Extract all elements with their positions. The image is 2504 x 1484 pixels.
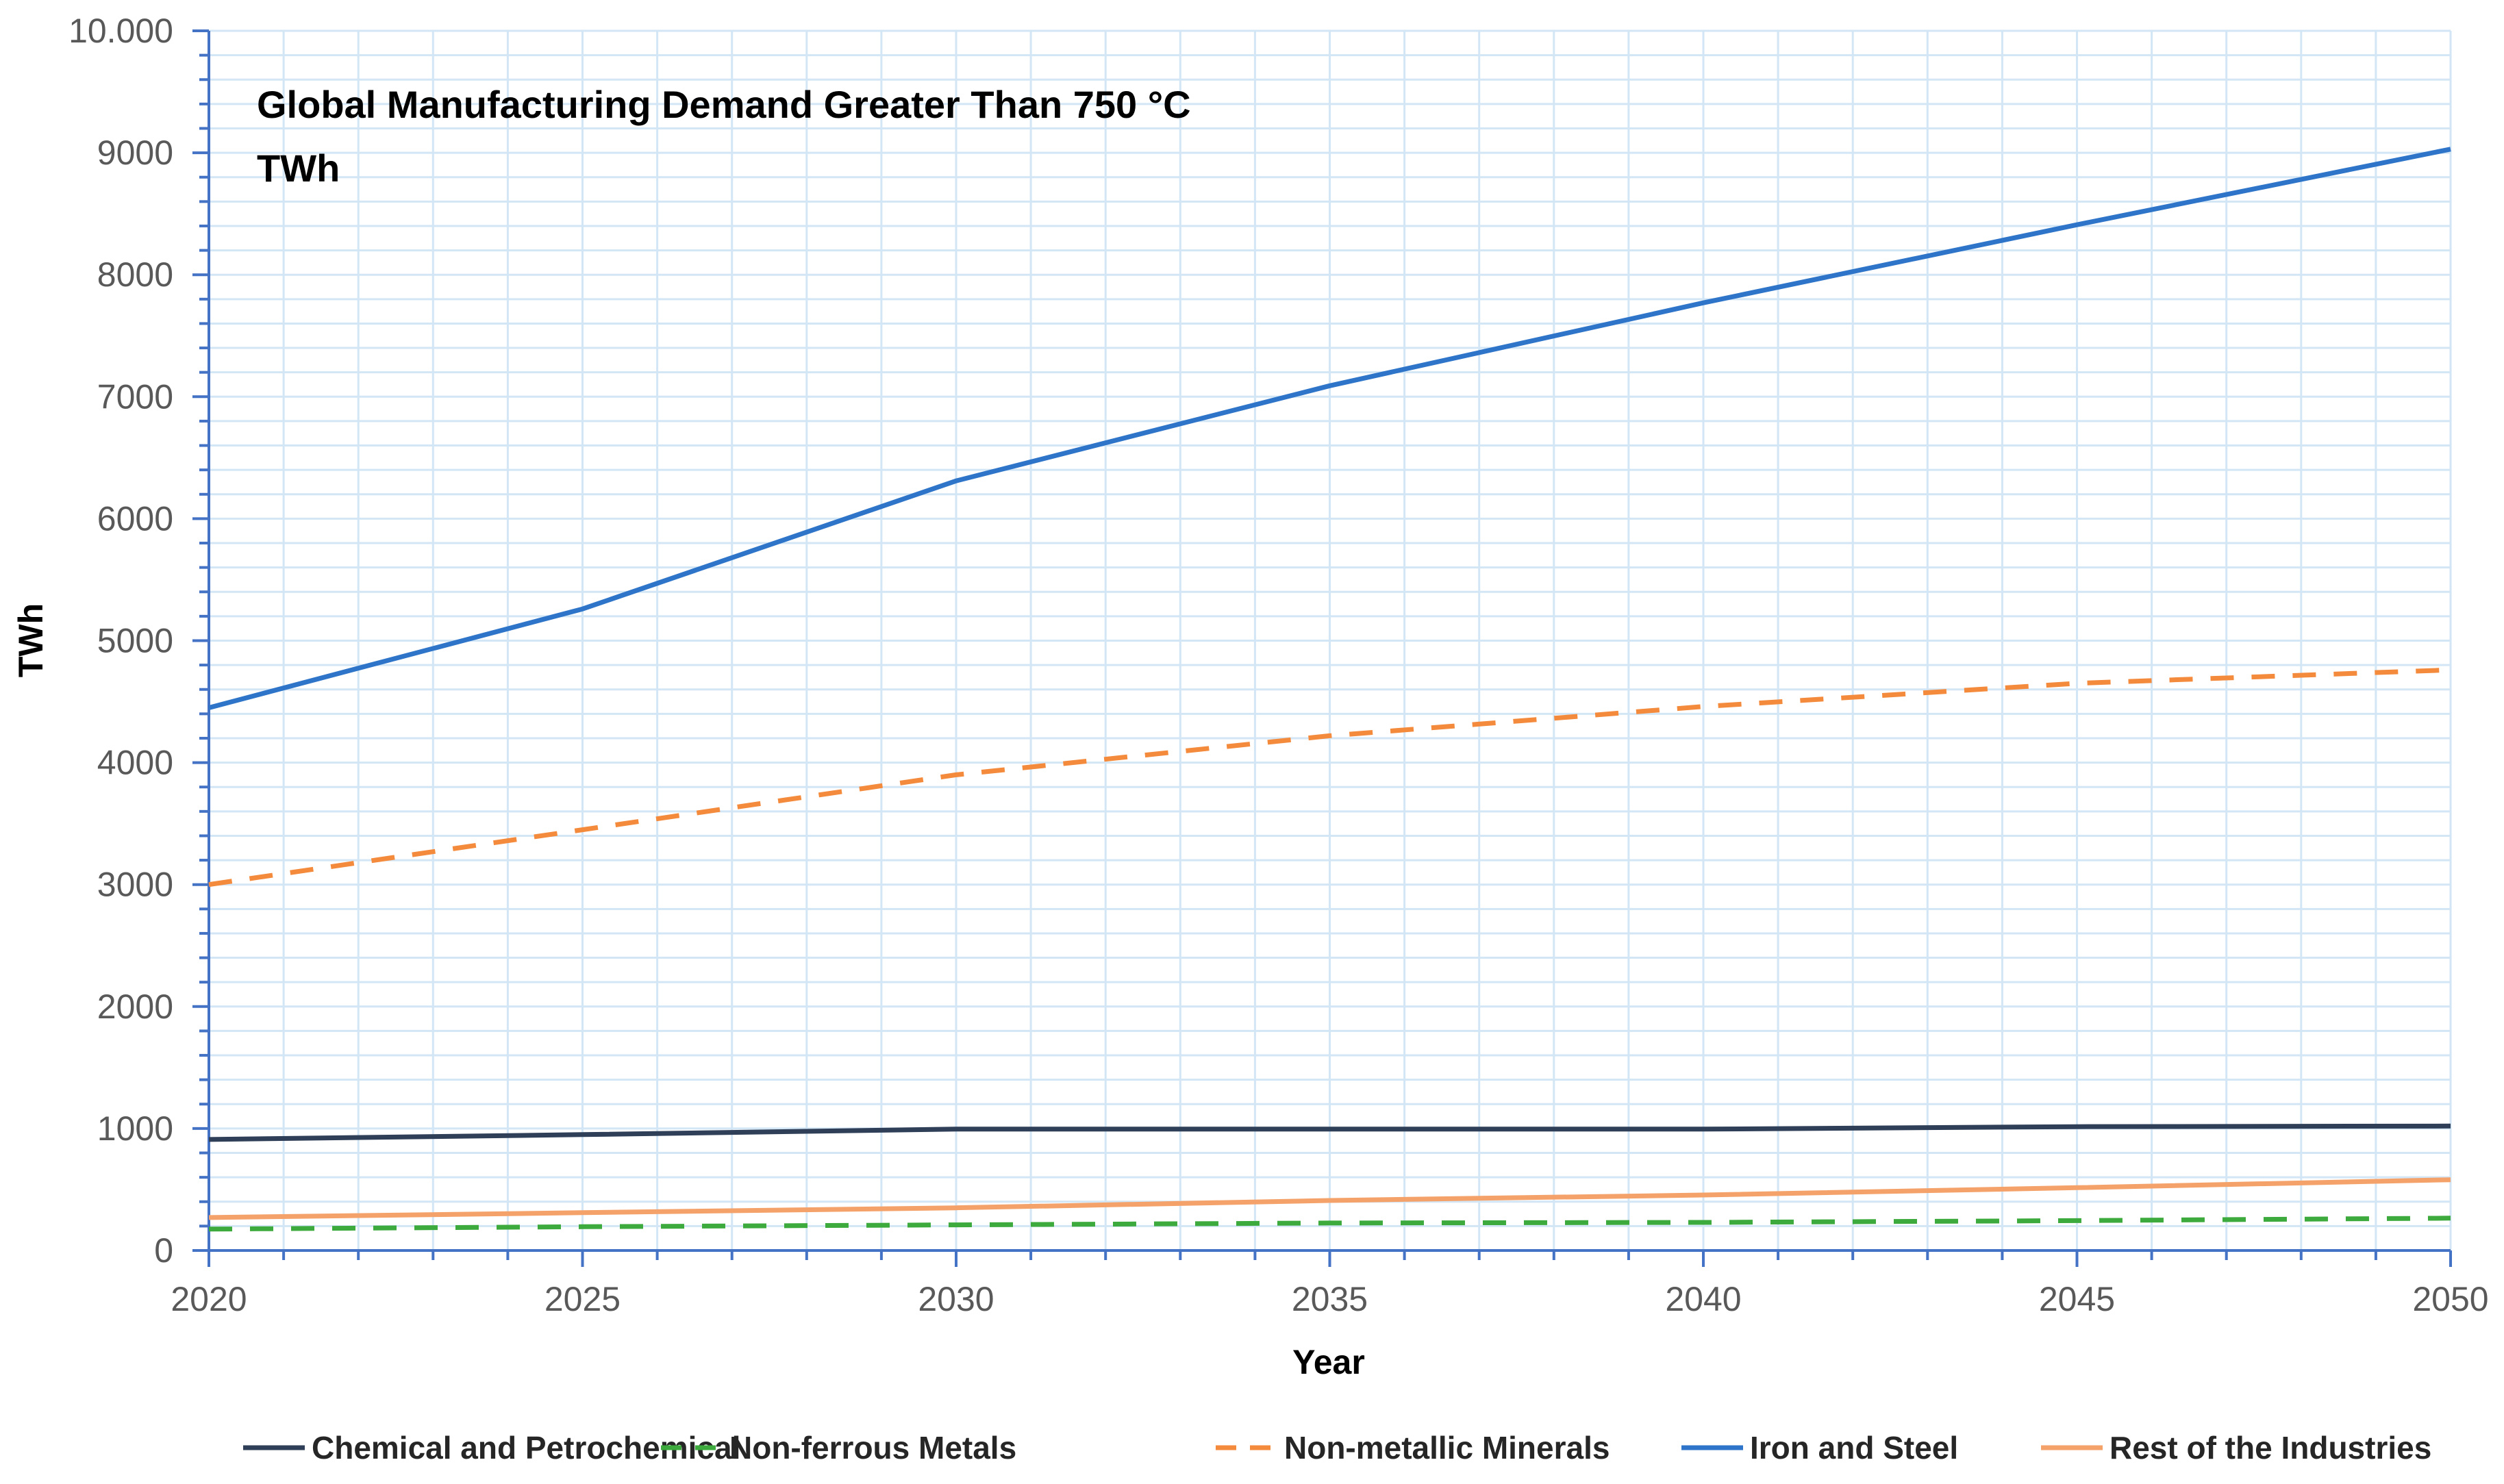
label-layer: Global Manufacturing Demand Greater Than… [12,12,2489,1381]
y-tick-label: 1000 [97,1109,173,1148]
grid-layer [209,29,2452,1250]
axis-layer [192,29,2452,1267]
legend-label-rest-of-the-industries: Rest of the Industries [2109,1430,2431,1466]
series-line-non-ferrous-metals [208,1216,2451,1232]
y-axis-title: TWh [12,603,50,677]
x-axis-title: Year [1292,1343,1365,1381]
y-tick-label: 2000 [97,988,173,1026]
series-line-rest-of-the-industries [208,1177,2451,1220]
series-line-non-metallic-minerals [208,667,2451,888]
y-tick-label: 10.000 [68,12,173,50]
y-tick-label: 3000 [97,866,173,904]
x-tick-label: 2025 [544,1280,621,1318]
y-tick-label: 0 [154,1231,173,1270]
y-tick-label: 7000 [97,377,173,416]
x-tick-label: 2050 [2412,1280,2488,1318]
legend-label-iron-and-steel: Iron and Steel [1750,1430,1958,1466]
legend-label-non-ferrous-metals: Non-ferrous Metals [729,1430,1016,1466]
legend-label-non-metallic-minerals: Non-metallic Minerals [1284,1430,1610,1466]
x-tick-label: 2040 [1665,1280,1741,1318]
x-tick-label: 2035 [1292,1280,1368,1318]
y-tick-label: 8000 [97,255,173,294]
series-layer [208,147,2451,1232]
chart-subtitle: TWh [257,147,340,190]
x-tick-label: 2020 [171,1280,247,1318]
chart-title: Global Manufacturing Demand Greater Than… [257,83,1191,126]
x-tick-label: 2030 [918,1280,994,1318]
series-line-iron-and-steel [208,147,2451,710]
y-tick-label: 9000 [97,134,173,172]
y-tick-label: 4000 [97,744,173,782]
series-line-chemical-and-petrochemical [208,1123,2451,1142]
y-tick-label: 5000 [97,622,173,660]
y-tick-label: 6000 [97,499,173,538]
x-tick-label: 2045 [2039,1280,2115,1318]
